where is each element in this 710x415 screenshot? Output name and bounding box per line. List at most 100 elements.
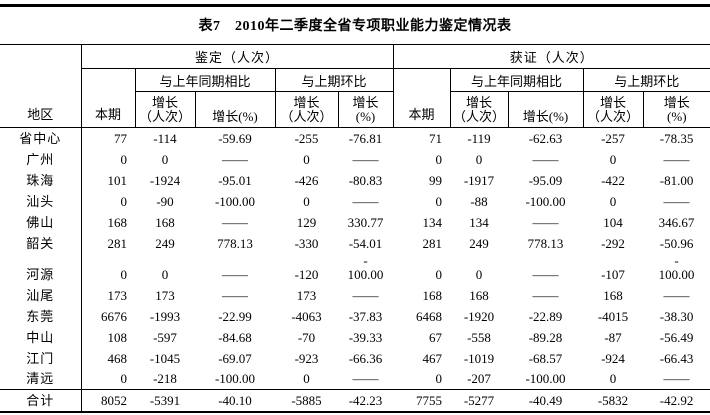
value-cell: 168	[469, 287, 489, 303]
value-cell: 0	[435, 151, 443, 167]
region-cell: 合计	[0, 389, 82, 413]
value-cell: 173	[155, 287, 175, 303]
value-cell: 249	[469, 235, 489, 251]
value-cell: -42.92	[643, 389, 710, 413]
value-cell: 173	[107, 287, 128, 303]
value-cell: -22.89	[528, 308, 563, 324]
value-cell: -66.36	[348, 350, 383, 366]
value-cell: -95.09	[528, 172, 563, 188]
value-cell: -5277	[450, 389, 509, 413]
value-cell: 134	[422, 214, 443, 230]
value-cell: ——	[222, 214, 248, 230]
region-cell: 中山	[0, 326, 82, 348]
value-cell: 99	[429, 172, 443, 188]
value-cell: ——	[532, 214, 559, 230]
table-row: 汕头 0 -90 -100.00 0 —— 0 -88 -100.00 0 ——	[0, 190, 710, 212]
value-cell: -257	[601, 130, 625, 146]
value-cell: -66.43	[659, 350, 694, 366]
value-cell: - 100.00	[347, 253, 384, 282]
value-cell: 129	[296, 214, 317, 230]
value-cell: -120	[294, 266, 319, 282]
region-cell: 东莞	[0, 305, 82, 327]
value-cell: -84.68	[218, 329, 252, 345]
value-cell: -40.10	[195, 389, 275, 413]
value-cell: -100.00	[214, 371, 256, 386]
value-cell: 330.77	[347, 214, 384, 230]
value-cell: 168	[422, 287, 443, 303]
value-cell: -87	[604, 329, 622, 345]
value-cell: ——	[532, 151, 559, 167]
value-cell: -1917	[463, 172, 495, 188]
region-cell: 韶关	[0, 232, 82, 254]
value-cell: -5832	[583, 389, 644, 413]
value-cell: -80.83	[348, 172, 383, 188]
region-cell: 清远	[0, 368, 82, 390]
value-cell: -119	[467, 130, 491, 146]
value-cell: -78.35	[659, 130, 694, 146]
value-cell: -88	[470, 193, 488, 209]
value-cell: 7755	[393, 389, 451, 413]
value-cell: -1924	[149, 172, 181, 188]
table-row: 汕尾 173 173 —— 173 —— 168 168 —— 168 ——	[0, 284, 710, 306]
value-cell: -255	[294, 130, 319, 146]
value-cell: -923	[294, 350, 319, 366]
table-row: 清远 0 -218 -100.00 0 —— 0 -207 -100.00 0 ——	[0, 368, 710, 390]
column-header-current-period-assessment: 本期	[81, 68, 136, 128]
value-cell: 0	[475, 151, 483, 167]
value-cell: -422	[601, 172, 625, 188]
value-cell: -37.83	[348, 308, 383, 324]
value-cell: -100.00	[525, 193, 566, 209]
value-cell: ——	[352, 193, 379, 209]
value-cell: 346.67	[658, 214, 695, 230]
column-header-yoy-growth-count-assessment: 增长 （人次）	[135, 91, 196, 128]
value-cell: -62.63	[528, 130, 563, 146]
value-cell: -1045	[149, 350, 181, 366]
section-header-assessment: 鉴定（人次）	[81, 44, 394, 69]
value-cell: ——	[352, 151, 379, 167]
column-header-mom-growth-count-assessment: 增长 （人次）	[275, 91, 339, 128]
value-cell: 0	[303, 193, 310, 209]
value-cell: -69.07	[218, 350, 252, 366]
value-cell: -114	[153, 130, 177, 146]
value-cell: 8052	[81, 389, 135, 413]
value-cell: 0	[120, 151, 128, 167]
value-cell: -100.00	[214, 193, 256, 209]
value-cell: ——	[222, 151, 248, 167]
top-divider	[0, 4, 710, 7]
region-cell: 江门	[0, 347, 82, 369]
region-cell: 汕尾	[0, 284, 82, 306]
value-cell: 168	[155, 214, 175, 230]
value-cell: -38.30	[659, 308, 694, 324]
value-cell: ——	[663, 287, 690, 303]
section-header-certified: 获证（人次）	[393, 44, 710, 69]
value-cell: 134	[469, 214, 489, 230]
value-cell: 0	[609, 193, 617, 209]
value-cell: -924	[601, 350, 625, 366]
value-cell: 0	[435, 266, 443, 282]
value-cell: 0	[161, 151, 169, 167]
value-cell: -42.23	[338, 389, 394, 413]
value-cell: -4063	[291, 308, 322, 324]
value-cell: ——	[663, 371, 690, 386]
column-header-yoy-growth-pct-certified: 增长(%)	[508, 91, 584, 128]
value-cell: -4015	[597, 308, 629, 324]
value-cell: 104	[603, 214, 623, 230]
value-cell: 168	[603, 287, 623, 303]
value-cell: -56.49	[659, 329, 694, 345]
table-row: 韶关 281 249 778.13 -330 -54.01 281 249 778.13 -292…	[0, 232, 710, 254]
region-cell: 珠海	[0, 169, 82, 191]
value-cell: 173	[296, 287, 317, 303]
assessment-table: 地区 鉴定（人次） 获证（人次） 本期 与上年同期相比 与上期环比 本期 与上年…	[0, 44, 710, 413]
column-header-yoy-growth-pct-assessment: 增长(%)	[195, 91, 276, 128]
group-header-yoy-assessment: 与上年同期相比	[135, 68, 276, 92]
value-cell: 281	[107, 235, 128, 251]
value-cell: 6468	[416, 308, 443, 324]
table-row: 东莞 6676 -1993 -22.99 -4063 -37.83 6468 -1920 -22…	[0, 305, 710, 327]
value-cell: -70	[297, 329, 316, 345]
value-cell: 0	[120, 193, 128, 209]
table-row: 广州 0 0 —— 0 —— 0 0 —— 0 ——	[0, 148, 710, 170]
value-cell: -59.69	[218, 130, 252, 146]
value-cell: 467	[422, 350, 443, 366]
table-row: 河源 0 0 —— -120 - 100.00 0 0 —— -107 - 100.00	[0, 253, 710, 285]
header-row-sections: 地区 鉴定（人次） 获证（人次）	[0, 44, 710, 128]
